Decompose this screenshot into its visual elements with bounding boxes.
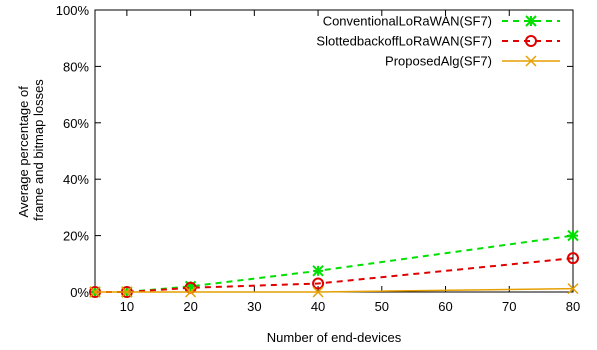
x-tick-label: 60 xyxy=(438,299,452,314)
series-3 xyxy=(89,283,579,298)
legend-label: ProposedAlg(SF7) xyxy=(385,54,492,69)
x-tick-label: 10 xyxy=(120,299,134,314)
data-point xyxy=(185,286,197,298)
x-tick-label: 40 xyxy=(311,299,325,314)
series-2 xyxy=(89,252,579,298)
data-point xyxy=(312,286,324,298)
legend-entry: ConventionalLoRaWAN(SF7) xyxy=(323,14,560,29)
series-line xyxy=(95,234,574,293)
legend-label: SlottedbackoffLoRaWAN(SF7) xyxy=(316,34,492,49)
axis-ticks: 0% 20% 40% 60% 80% 100% 10 20 30 40 50 60 70 80 xyxy=(56,3,580,314)
legend: ConventionalLoRaWAN(SF7) SlottedbackoffLo… xyxy=(316,14,560,69)
data-point xyxy=(567,252,579,265)
plot-border xyxy=(94,9,574,293)
series-line xyxy=(95,257,574,293)
plot-frame xyxy=(94,9,574,293)
y-tick-label: 40% xyxy=(63,172,89,187)
x-tick-label: 50 xyxy=(375,299,389,314)
data-point xyxy=(89,286,101,298)
data-point xyxy=(121,286,133,298)
legend-marker-sample xyxy=(525,15,537,27)
x-axis-title: Number of end-devices xyxy=(267,330,402,345)
data-point xyxy=(312,277,325,290)
y-axis-title-line-2: frame and bitmap losses xyxy=(31,79,46,221)
y-axis-title-line-1: Average percentage of xyxy=(16,86,31,218)
data-point xyxy=(567,283,579,295)
x-tick-label: 80 xyxy=(566,299,580,314)
series-1 xyxy=(89,229,579,298)
y-tick-label: 60% xyxy=(63,116,89,131)
x-tick-label: 20 xyxy=(183,299,197,314)
legend-marker-sample xyxy=(525,55,537,67)
legend-entry: SlottedbackoffLoRaWAN(SF7) xyxy=(316,34,560,49)
y-tick-label: 100% xyxy=(56,3,90,18)
y-tick-label: 0% xyxy=(70,285,89,300)
y-axis-title: Average percentage of frame and bitmap l… xyxy=(16,79,46,221)
data-series xyxy=(89,229,579,298)
legend-label: ConventionalLoRaWAN(SF7) xyxy=(323,14,492,29)
x-tick-label: 70 xyxy=(502,299,516,314)
legend-marker-sample xyxy=(525,35,537,47)
legend-entry: ProposedAlg(SF7) xyxy=(385,54,560,69)
y-tick-label: 20% xyxy=(63,229,89,244)
y-tick-label: 80% xyxy=(63,59,89,74)
data-point xyxy=(567,229,579,242)
data-point xyxy=(312,265,324,277)
x-tick-label: 30 xyxy=(247,299,261,314)
